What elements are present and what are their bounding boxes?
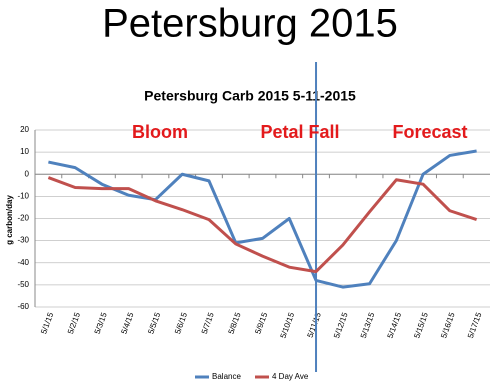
x-tick-label: 5/3/15 — [93, 311, 109, 335]
series-line — [47, 176, 478, 274]
y-axis-label: g carbon/day — [5, 195, 14, 245]
annotation: Forecast — [392, 122, 467, 142]
x-tick-label: 5/13/15 — [359, 311, 377, 340]
annotation: Petal Fall — [260, 122, 339, 142]
y-tick-label: -60 — [17, 302, 29, 311]
x-tick-label: 5/15/15 — [412, 311, 430, 340]
x-tick-label: 5/11/15 — [306, 311, 324, 339]
x-tick-label: 5/2/15 — [66, 311, 82, 335]
annotation: Bloom — [132, 122, 188, 142]
y-tick-label: -20 — [17, 214, 29, 223]
x-tick-label: 5/14/15 — [386, 311, 404, 340]
y-tick-label: -50 — [17, 280, 29, 289]
x-tick-label: 5/16/15 — [439, 311, 457, 340]
series-line — [48, 149, 477, 289]
x-tick-label: 5/17/15 — [466, 311, 484, 340]
y-tick-label: 0 — [25, 169, 30, 178]
x-tick-label: 5/10/15 — [279, 311, 297, 340]
y-tick-label: 10 — [20, 147, 29, 156]
legend-label: Balance — [212, 372, 241, 381]
x-tick-label: 5/12/15 — [332, 311, 350, 340]
chart-title: Petersburg Carb 2015 5-11-2015 — [144, 88, 356, 104]
y-tick-label: -40 — [17, 258, 29, 267]
y-tick-label: 20 — [20, 125, 29, 134]
y-tick-label: -30 — [17, 236, 29, 245]
x-tick-label: 5/9/15 — [253, 311, 269, 335]
x-tick-label: 5/8/15 — [227, 311, 243, 335]
x-tick-label: 5/1/15 — [39, 311, 55, 335]
x-tick-label: 5/7/15 — [200, 311, 216, 335]
legend-label: 4 Day Ave — [272, 372, 309, 381]
x-tick-label: 5/5/15 — [146, 311, 162, 335]
x-tick-label: 5/6/15 — [173, 311, 189, 335]
page-title: Petersburg 2015 — [102, 2, 398, 46]
y-tick-label: -10 — [17, 191, 29, 200]
x-tick-label: 5/4/15 — [119, 311, 135, 335]
